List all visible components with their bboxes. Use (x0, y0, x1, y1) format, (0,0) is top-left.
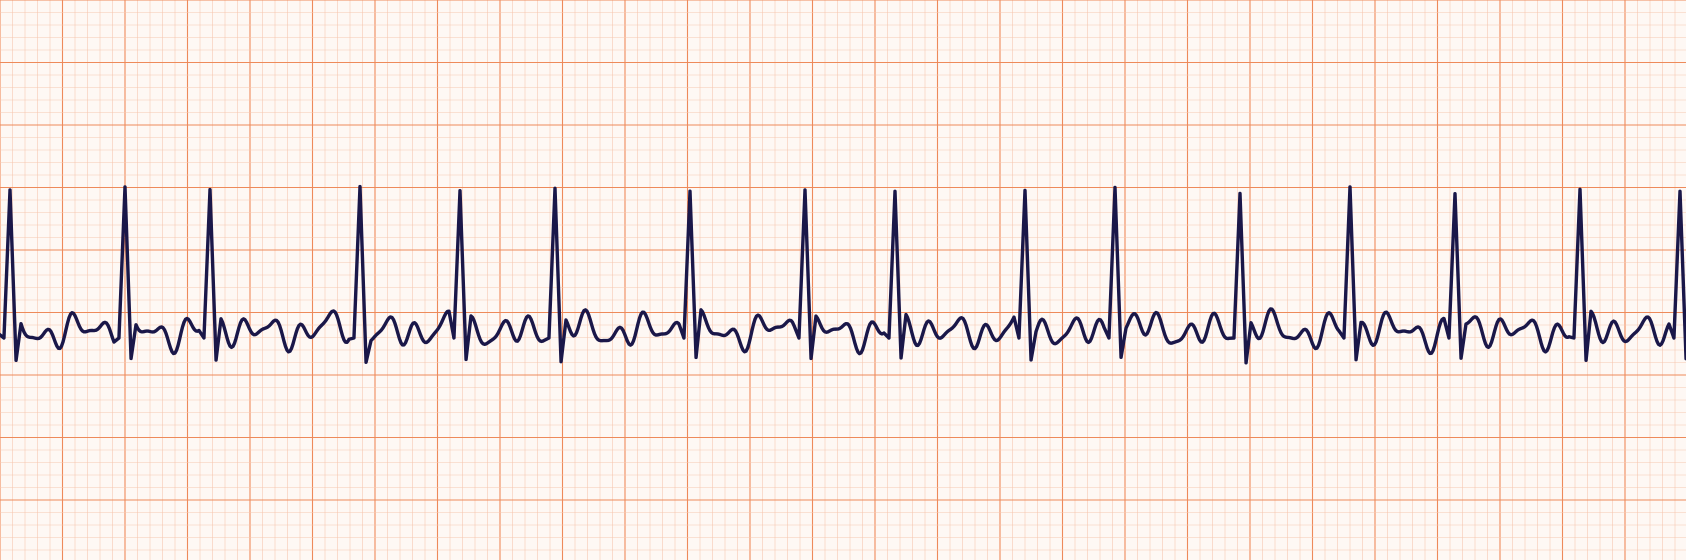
ecg-svg (0, 0, 1686, 560)
ecg-chart (0, 0, 1686, 560)
